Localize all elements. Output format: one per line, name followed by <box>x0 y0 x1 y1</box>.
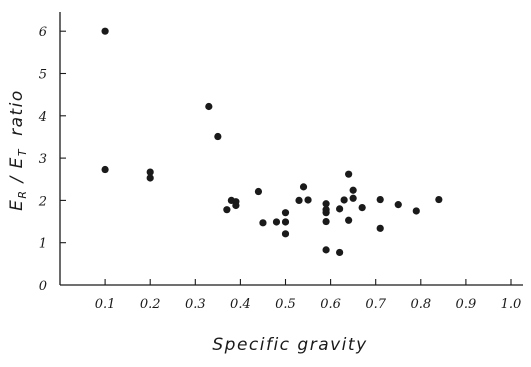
y-title-e2: E <box>7 156 27 168</box>
data-point <box>299 183 308 191</box>
data-point <box>304 196 312 204</box>
data-point <box>146 168 154 176</box>
y-tick-label: 2 <box>38 194 47 209</box>
data-point <box>376 195 384 204</box>
data-point <box>254 187 263 196</box>
data-point <box>259 219 267 227</box>
data-point <box>101 27 109 35</box>
y-title-sub-t: T <box>16 148 29 156</box>
data-point <box>322 246 330 254</box>
data-point <box>295 196 303 204</box>
data-point <box>281 209 290 217</box>
x-tick-label: 0.4 <box>230 297 251 312</box>
y-title-sub-r: R <box>16 189 29 198</box>
data-point <box>322 200 330 208</box>
data-point <box>412 207 420 215</box>
x-tick-label: 0.7 <box>365 297 386 312</box>
data-point <box>345 170 353 178</box>
x-tick-label: 0.3 <box>185 297 206 312</box>
data-point <box>358 203 366 212</box>
x-tick-label: 0.6 <box>320 297 341 312</box>
x-tick-label: 0.2 <box>140 297 161 312</box>
data-point <box>394 201 402 209</box>
data-point <box>349 186 357 194</box>
data-point <box>435 195 443 204</box>
y-tick-label: 3 <box>39 152 47 167</box>
data-point <box>214 132 222 141</box>
data-point <box>322 209 330 217</box>
data-point <box>146 174 154 182</box>
data-point <box>281 230 290 238</box>
y-axis-title: ER / ETratio <box>7 89 29 211</box>
data-point <box>223 206 231 214</box>
x-tick-label: 0.1 <box>95 297 116 312</box>
data-point <box>349 194 357 202</box>
y-tick-label: 4 <box>38 110 47 125</box>
y-title-e: E <box>7 199 27 211</box>
y-title-ratio: ratio <box>7 89 27 136</box>
axes <box>59 12 523 286</box>
data-point <box>281 218 290 226</box>
x-tick-label: 0.9 <box>456 297 477 312</box>
data-point <box>345 216 353 224</box>
y-tick-label: 1 <box>39 237 47 252</box>
data-point <box>101 165 109 174</box>
data-point <box>340 196 348 204</box>
x-tick-label: 0.8 <box>410 297 431 312</box>
data-point <box>322 217 330 226</box>
x-axis-title: Specific gravity <box>212 335 367 355</box>
x-ticks: 0.1 0.2 0.3 0.4 0.5 0.6 0.7 0.8 0.9 1.0 <box>95 279 522 312</box>
data-point <box>376 224 384 232</box>
data-points <box>101 27 443 257</box>
data-point <box>205 102 213 111</box>
data-point <box>232 201 240 210</box>
y-tick-label: 0 <box>39 279 47 294</box>
data-point <box>272 218 281 226</box>
data-point <box>336 248 344 257</box>
x-tick-label: 1.0 <box>501 297 522 312</box>
data-point <box>336 205 344 213</box>
y-title-slash: / <box>7 168 27 189</box>
y-ticks: 0 1 2 3 4 5 6 <box>38 25 66 294</box>
y-tick-label: 5 <box>39 68 47 83</box>
y-tick-label: 6 <box>39 25 47 40</box>
x-tick-label: 0.5 <box>275 297 296 312</box>
